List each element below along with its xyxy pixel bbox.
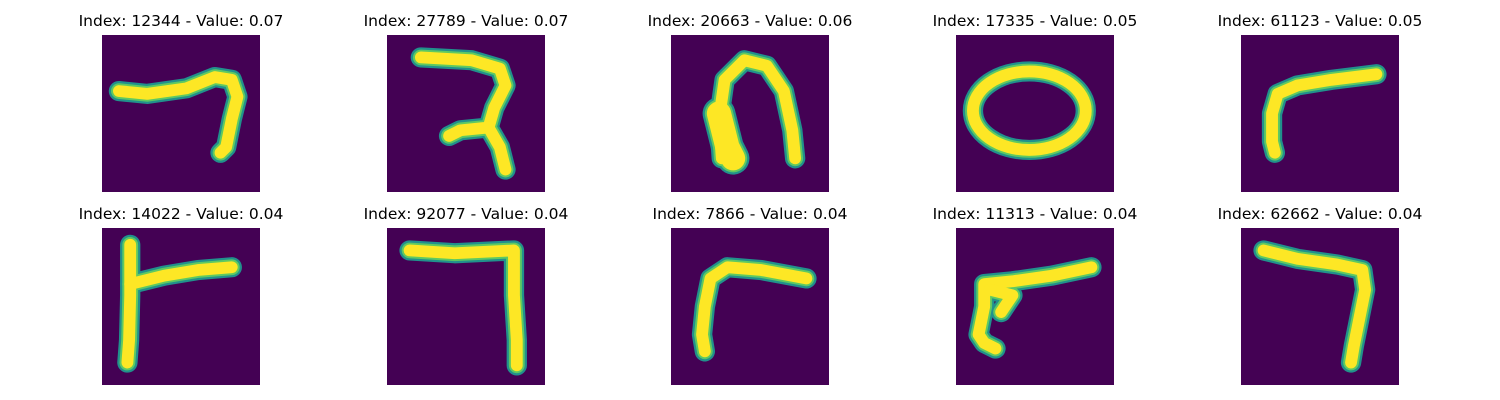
digit-image [102,35,260,192]
panel-title: Index: 62662 - Value: 0.04 [1217,205,1423,223]
panel-title: Index: 27789 - Value: 0.07 [363,12,569,30]
panel-title: Index: 20663 - Value: 0.06 [647,12,853,30]
panel-title: Index: 14022 - Value: 0.04 [78,205,284,223]
panel-title: Index: 92077 - Value: 0.04 [363,205,569,223]
digit-image [102,228,260,385]
panel-title: Index: 61123 - Value: 0.05 [1217,12,1423,30]
digit-image [671,228,829,385]
panel-title: Index: 7866 - Value: 0.04 [652,205,848,223]
digit-image [387,35,545,192]
digit-image [671,35,829,192]
panel-title: Index: 11313 - Value: 0.04 [932,205,1138,223]
panel-title: Index: 17335 - Value: 0.05 [932,12,1138,30]
digit-image [1241,35,1399,192]
digit-image [956,228,1114,385]
digit-image [956,35,1114,192]
digit-image [1241,228,1399,385]
digit-image [387,228,545,385]
panel-title: Index: 12344 - Value: 0.07 [78,12,284,30]
